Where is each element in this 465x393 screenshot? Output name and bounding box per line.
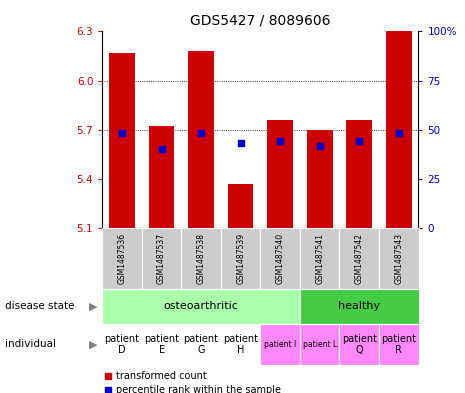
Bar (221, 228, 260, 289)
Point (316, 143, 323, 149)
Bar (307, 130, 332, 228)
Text: GSM1487540: GSM1487540 (276, 233, 285, 284)
Text: patient L: patient L (303, 340, 337, 349)
Bar (142, 324, 181, 365)
Text: patient
G: patient G (184, 334, 219, 355)
Bar (228, 184, 253, 228)
Text: GSM1487537: GSM1487537 (157, 233, 166, 284)
Text: ▶: ▶ (89, 301, 98, 311)
Bar (102, 228, 142, 289)
Bar (188, 51, 214, 228)
Bar (260, 324, 300, 365)
Bar (109, 53, 135, 228)
Point (276, 138, 284, 144)
Bar (102, 289, 300, 324)
Bar (339, 228, 379, 289)
Text: individual: individual (5, 339, 56, 349)
Bar (339, 324, 379, 365)
Bar (300, 228, 339, 289)
Text: patient
H: patient H (223, 334, 258, 355)
Bar (379, 324, 418, 365)
Bar (267, 120, 293, 228)
Text: patient I: patient I (264, 340, 296, 349)
Point (158, 146, 165, 152)
Text: GSM1487536: GSM1487536 (118, 233, 126, 284)
Title: GDS5427 / 8089606: GDS5427 / 8089606 (190, 13, 331, 28)
Point (237, 140, 244, 146)
Text: GSM1487538: GSM1487538 (197, 233, 206, 284)
Point (197, 130, 205, 136)
Bar (300, 324, 339, 365)
Bar (386, 31, 412, 228)
Text: patient
R: patient R (381, 334, 416, 355)
Bar (379, 228, 418, 289)
Text: GSM1487542: GSM1487542 (355, 233, 364, 284)
Text: healthy: healthy (338, 301, 380, 311)
Text: transformed count: transformed count (116, 371, 207, 382)
Bar (102, 324, 142, 365)
Bar (181, 228, 221, 289)
Point (355, 138, 363, 144)
Text: percentile rank within the sample: percentile rank within the sample (116, 385, 281, 393)
Text: osteoarthritic: osteoarthritic (164, 301, 239, 311)
Bar (346, 120, 372, 228)
Text: GSM1487541: GSM1487541 (315, 233, 324, 284)
Text: GSM1487539: GSM1487539 (236, 233, 245, 284)
Text: GSM1487543: GSM1487543 (394, 233, 403, 284)
Text: patient
Q: patient Q (342, 334, 377, 355)
Bar (181, 324, 221, 365)
Bar (142, 228, 181, 289)
Text: ▶: ▶ (89, 339, 98, 349)
Text: disease state: disease state (5, 301, 74, 311)
Text: patient
E: patient E (144, 334, 179, 355)
Bar (221, 324, 260, 365)
Text: patient
D: patient D (105, 334, 140, 355)
Bar (149, 127, 174, 228)
Bar (260, 228, 300, 289)
Bar (300, 289, 418, 324)
Point (118, 130, 126, 136)
Point (395, 130, 402, 136)
